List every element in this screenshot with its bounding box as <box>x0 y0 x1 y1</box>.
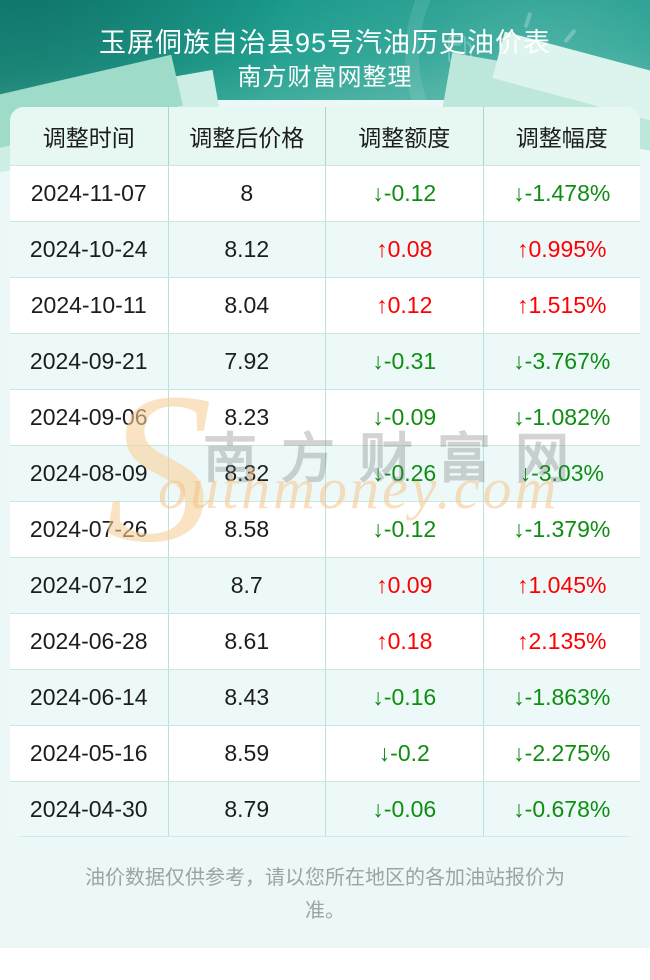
cell-date: 2024-08-09 <box>29 460 148 486</box>
cell-change: ↑0.09 <box>325 558 483 613</box>
cell-price: 8.04 <box>167 278 326 333</box>
page-subtitle: 南方财富网整理 <box>237 64 413 91</box>
cell-price: 8.59 <box>167 726 326 781</box>
cell-date: 2024-09-06 <box>29 404 148 430</box>
cell-price: 8.23 <box>167 390 326 445</box>
cell-percent: ↓-3.03% <box>482 446 641 501</box>
cell-percent: ↑1.515% <box>482 278 641 333</box>
table-row: 2024-09-06 8.23 ↓-0.09 ↓-1.082% <box>10 389 640 445</box>
table-row: 2024-08-09 8.32 ↓-0.26 ↓-3.03% <box>10 445 640 501</box>
cell-date: 2024-06-28 <box>29 628 148 654</box>
cell-percent: ↑0.995% <box>482 222 641 277</box>
cell-date: 2024-09-21 <box>29 348 148 374</box>
table-header-row: 调整时间 调整后价格 调整额度 调整幅度 <box>10 107 640 165</box>
footer-disclaimer: 油价数据仅供参考，请以您所在地区的各加油站报价为准。 <box>85 867 565 922</box>
cell-percent: ↓-1.863% <box>482 670 641 725</box>
cell-date: 2024-10-24 <box>29 236 148 262</box>
cell-change: ↓-0.31 <box>325 334 483 389</box>
table-row: 2024-04-30 8.79 ↓-0.06 ↓-0.678% <box>10 781 640 837</box>
table-row: 2024-11-07 8 ↓-0.12 ↓-1.478% <box>10 165 640 221</box>
header-cell-price: 调整后价格 <box>167 107 326 165</box>
cell-percent: ↑1.045% <box>482 558 641 613</box>
cell-percent: ↓-1.082% <box>482 390 641 445</box>
table-row: 2024-05-16 8.59 ↓-0.2 ↓-2.275% <box>10 725 640 781</box>
header-cell-percent: 调整幅度 <box>482 107 641 165</box>
page-title: 玉屏侗族自治县95号汽油历史油价表 <box>98 28 552 58</box>
cell-price: 8 <box>167 166 326 221</box>
table-row: 2024-06-28 8.61 ↑0.18 ↑2.135% <box>10 613 640 669</box>
cell-price: 7.92 <box>167 334 326 389</box>
cell-date: 2024-07-12 <box>29 572 148 598</box>
cell-date: 2024-10-11 <box>30 292 147 318</box>
cell-change: ↓-0.09 <box>325 390 483 445</box>
cell-date: 2024-07-26 <box>29 516 148 542</box>
cell-date: 2024-04-30 <box>29 795 148 822</box>
cell-change: ↓-0.26 <box>325 446 483 501</box>
cell-change: ↓-0.12 <box>325 502 483 557</box>
cell-percent: ↓-1.379% <box>482 502 641 557</box>
cell-price: 8.43 <box>167 670 326 725</box>
cell-price: 8.7 <box>167 558 326 613</box>
cell-date: 2024-05-16 <box>29 740 148 766</box>
header-cell-date: 调整时间 <box>42 125 135 151</box>
table-row: 2024-07-26 8.58 ↓-0.12 ↓-1.379% <box>10 501 640 557</box>
table-row: 2024-07-12 8.7 ↑0.09 ↑1.045% <box>10 557 640 613</box>
cell-percent: ↓-2.275% <box>482 726 641 781</box>
cell-price: 8.32 <box>167 446 326 501</box>
cell-price: 8.12 <box>167 222 326 277</box>
table-row: 2024-06-14 8.43 ↓-0.16 ↓-1.863% <box>10 669 640 725</box>
header-cell-change: 调整额度 <box>325 107 483 165</box>
cell-change: ↓-0.2 <box>325 726 483 781</box>
cell-price: 8.79 <box>167 782 326 836</box>
cell-percent: ↓-3.767% <box>482 334 641 389</box>
table-body: 2024-11-07 8 ↓-0.12 ↓-1.478% 2024-10-24 … <box>10 165 640 837</box>
cell-percent: ↓-1.478% <box>482 166 641 221</box>
cell-change: ↓-0.12 <box>325 166 483 221</box>
table-row: 2024-09-21 7.92 ↓-0.31 ↓-3.767% <box>10 333 640 389</box>
cell-price: 8.58 <box>167 502 326 557</box>
cell-price: 8.61 <box>167 614 326 669</box>
price-table: 调整时间 调整后价格 调整额度 调整幅度 2024-11-07 8 ↓-0.12… <box>10 107 640 837</box>
cell-percent: ↓-0.678% <box>482 782 641 836</box>
cell-change: ↑0.08 <box>325 222 483 277</box>
cell-date: 2024-11-07 <box>30 180 147 206</box>
cell-change: ↓-0.06 <box>325 782 483 836</box>
cell-change: ↓-0.16 <box>325 670 483 725</box>
cell-percent: ↑2.135% <box>482 614 641 669</box>
cell-date: 2024-06-14 <box>29 684 148 710</box>
table-row: 2024-10-24 8.12 ↑0.08 ↑0.995% <box>10 221 640 277</box>
cell-change: ↑0.12 <box>325 278 483 333</box>
cell-change: ↑0.18 <box>325 614 483 669</box>
table-row: 2024-10-11 8.04 ↑0.12 ↑1.515% <box>10 277 640 333</box>
